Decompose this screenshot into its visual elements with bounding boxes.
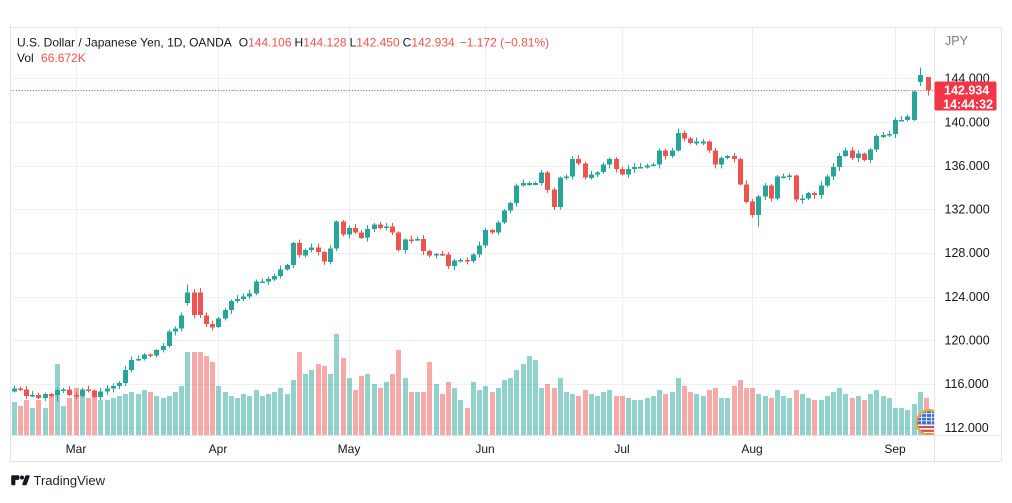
svg-text:Jul: Jul	[614, 442, 629, 456]
svg-text:Aug: Aug	[741, 442, 762, 456]
svg-text:JPY: JPY	[945, 34, 969, 48]
svg-text:120.000: 120.000	[945, 334, 990, 348]
svg-text:Sep: Sep	[884, 442, 906, 456]
svg-text:14:44:32: 14:44:32	[943, 98, 993, 112]
svg-text:TradingView: TradingView	[34, 473, 106, 488]
svg-text:Apr: Apr	[209, 442, 228, 456]
svg-text:116.000: 116.000	[945, 377, 989, 391]
svg-text:136.000: 136.000	[945, 159, 990, 173]
svg-text:124.000: 124.000	[945, 290, 990, 304]
svg-text:Jun: Jun	[475, 442, 494, 456]
svg-text:112.000: 112.000	[945, 421, 989, 435]
svg-text:May: May	[338, 442, 361, 456]
svg-text:128.000: 128.000	[945, 246, 990, 260]
svg-text:Vol 66.672K: Vol 66.672K	[17, 51, 86, 65]
svg-text:132.000: 132.000	[945, 203, 990, 217]
svg-text:142.934: 142.934	[944, 84, 989, 98]
svg-text:U.S. Dollar / Japanese Yen, 1D: U.S. Dollar / Japanese Yen, 1D, OANDAO14…	[17, 36, 549, 50]
svg-text:140.000: 140.000	[945, 115, 990, 129]
svg-text:Mar: Mar	[66, 442, 87, 456]
